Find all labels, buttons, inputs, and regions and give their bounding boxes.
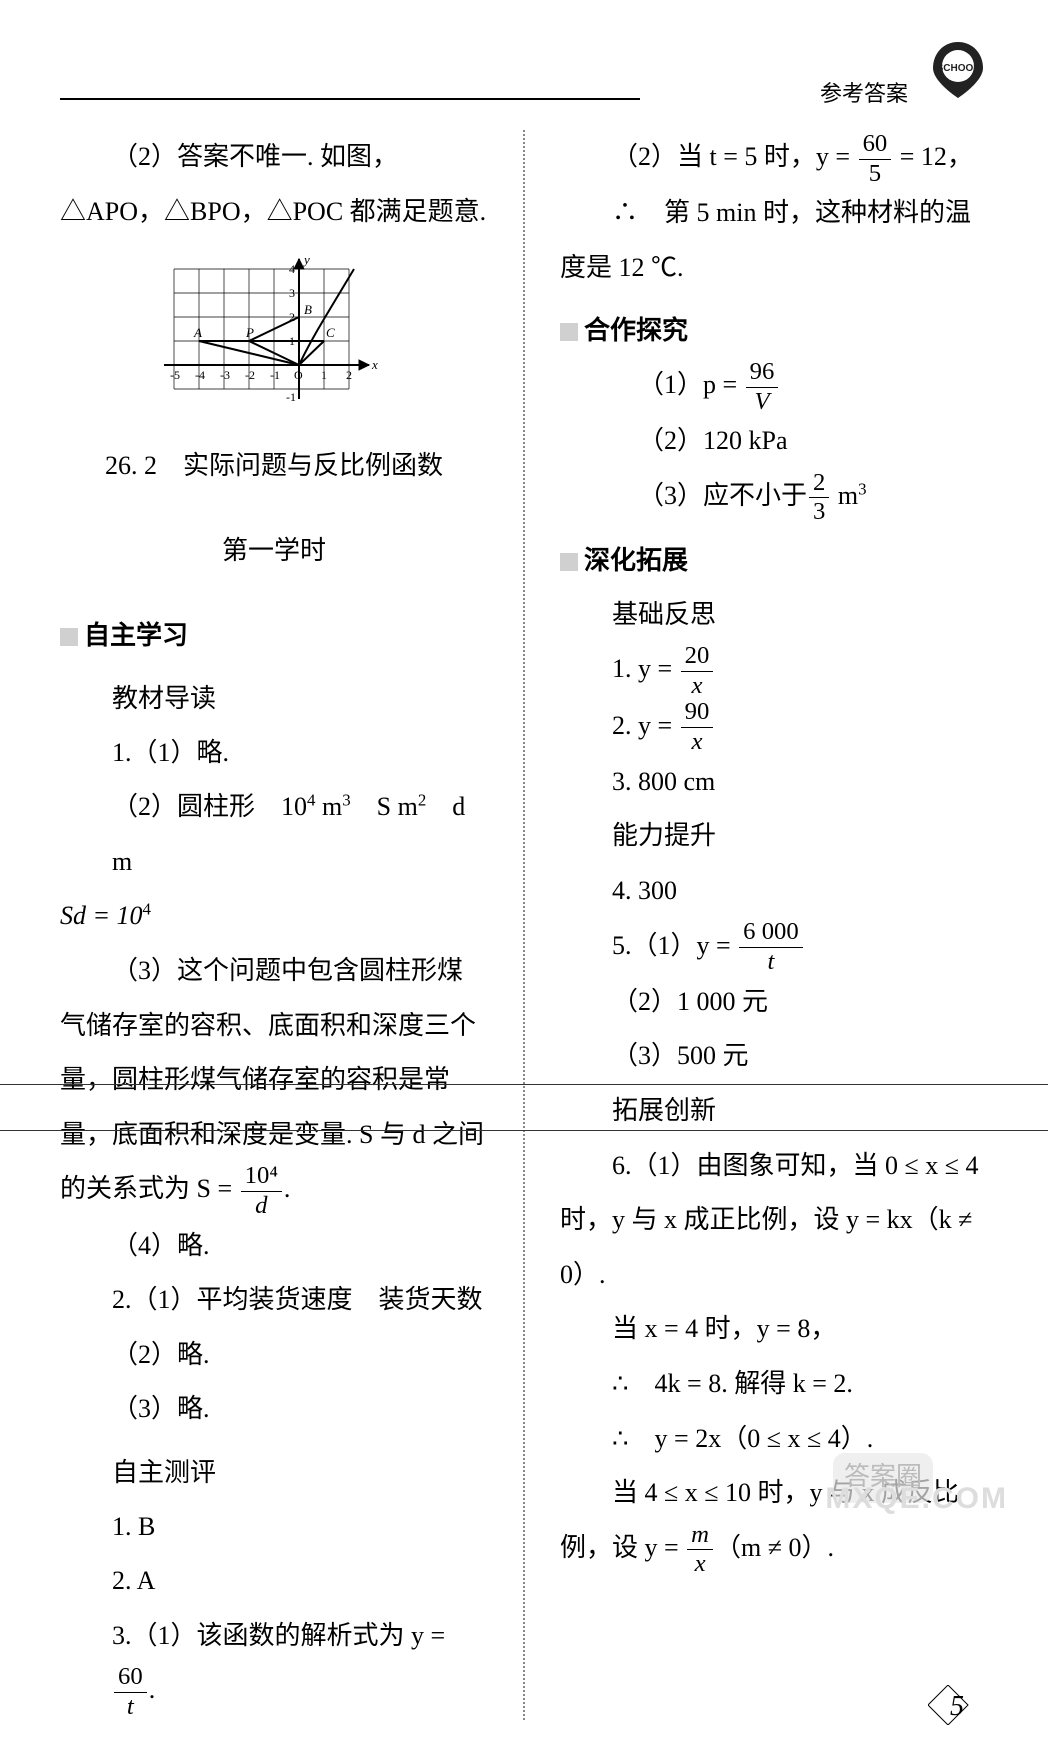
right-t1: 6.（1）由图象可知，当 0 ≤ x ≤ 4 时，y 与 x 成正比例，设 y … — [560, 1139, 988, 1303]
svg-text:-2: -2 — [245, 368, 255, 382]
heading-zizhucp: 自主测评 — [60, 1445, 488, 1500]
svg-text:x: x — [371, 357, 378, 372]
scan-line-2 — [0, 1130, 1048, 1131]
heading-hezuo: 合作探究 — [560, 303, 988, 358]
svg-text:4: 4 — [289, 262, 295, 276]
header-label: 参考答案 — [820, 76, 908, 108]
left-q3: 3.（1）该函数的解析式为 y = 60t. — [60, 1609, 488, 1720]
right-b2: 2. y = 90x — [560, 699, 988, 755]
right-b1: 1. y = 20x — [560, 642, 988, 698]
right-n6: （2）1 000 元 — [560, 975, 988, 1030]
lesson-1: 第一学时 — [60, 524, 488, 579]
left-column: （2）答案不唯一. 如图，△APO，△BPO，△POC 都满足题意. — [60, 130, 488, 1720]
right-t3: ∴ 4k = 8. 解得 k = 2. — [560, 1357, 988, 1412]
right-n7: （3）500 元 — [560, 1029, 988, 1084]
page-number: 5 — [950, 1691, 964, 1723]
left-2-3: （3）略. — [60, 1382, 488, 1437]
svg-text:-1: -1 — [270, 368, 280, 382]
right-t2: 当 x = 4 时，y = 8， — [560, 1302, 988, 1357]
square-marker-icon — [560, 323, 578, 341]
left-p1: （2）答案不唯一. 如图，△APO，△BPO，△POC 都满足题意. — [60, 130, 488, 239]
section-26-2: 26. 2 实际问题与反比例函数 — [60, 439, 488, 494]
heading-shenhua: 深化拓展 — [560, 533, 988, 588]
left-2-1: 2.（1）平均装货速度 装货天数 — [60, 1273, 488, 1328]
frac-60-t: 60t — [114, 1665, 147, 1719]
left-1-2: （2）圆柱形 104 m3 S m2 d m — [60, 780, 488, 889]
svg-text:1: 1 — [321, 368, 327, 382]
svg-text:SCHOOL: SCHOOL — [937, 63, 980, 74]
svg-text:y: y — [302, 252, 310, 267]
left-q1: 1. B — [60, 1500, 488, 1555]
right-r2: ∴ 第 5 min 时，这种材料的温度是 12 ℃. — [560, 186, 988, 295]
coordinate-graph: A P BC y x -5 -4 -3 -2 -1 O 1 2 -1 1 2 3 4 — [154, 249, 394, 419]
left-q2: 2. A — [60, 1554, 488, 1609]
header-rule — [60, 98, 640, 100]
column-divider — [523, 130, 525, 1720]
left-1-3b: 的关系式为 S = 10⁴d. — [60, 1162, 488, 1218]
right-n5: 5.（1）y = 6 000t — [560, 919, 988, 975]
left-2-2: （2）略. — [60, 1328, 488, 1383]
scan-line-1 — [0, 1084, 1048, 1085]
right-c3: （3）应不小于23 m3 — [560, 469, 988, 525]
heading-zizhu: 自主学习 — [60, 608, 488, 663]
frac-90-x: 90x — [681, 700, 714, 754]
svg-text:A: A — [193, 325, 202, 340]
square-marker-icon — [560, 553, 578, 571]
watermark-text: MXQE.COM — [825, 1482, 1008, 1516]
heading-jichu: 基础反思 — [560, 588, 988, 643]
svg-text:P: P — [245, 325, 254, 340]
frac-96-v: 96V — [746, 360, 779, 414]
left-1-4: （4）略. — [60, 1219, 488, 1274]
left-1-1: 1.（1）略. — [60, 726, 488, 781]
svg-text:-1: -1 — [286, 390, 296, 404]
right-c2: （2）120 kPa — [560, 414, 988, 469]
frac-10-4-d: 10⁴d — [241, 1164, 282, 1218]
square-marker-icon — [60, 628, 78, 646]
right-t5b: 例，设 y = mx（m ≠ 0）. — [560, 1521, 988, 1577]
heading-jiaocai: 教材导读 — [60, 671, 488, 726]
svg-text:-3: -3 — [220, 368, 230, 382]
right-c1: （1）p = 96V — [560, 358, 988, 414]
right-n4: 4. 300 — [560, 864, 988, 919]
left-sd: Sd = 104 — [60, 889, 488, 944]
frac-60-5: 605 — [859, 132, 892, 186]
heading-nengli: 能力提升 — [560, 809, 988, 864]
school-icon: SCHOOL — [928, 40, 988, 100]
svg-text:-4: -4 — [195, 368, 205, 382]
svg-text:2: 2 — [289, 310, 295, 324]
right-r1: （2）当 t = 5 时，y = 605 = 12， — [560, 130, 988, 186]
svg-text:2: 2 — [346, 368, 352, 382]
frac-6000-t: 6 000t — [739, 920, 803, 974]
svg-text:C: C — [326, 325, 335, 340]
svg-text:3: 3 — [289, 286, 295, 300]
page-header: 参考答案 SCHOOL — [60, 50, 988, 100]
svg-text:1: 1 — [289, 334, 295, 348]
frac-2-3: 23 — [809, 471, 829, 525]
svg-text:O: O — [294, 368, 303, 382]
page-number-wrap: 5 — [928, 1685, 978, 1730]
frac-m-x: mx — [687, 1523, 713, 1577]
svg-text:-5: -5 — [170, 368, 180, 382]
right-b3: 3. 800 cm — [560, 755, 988, 810]
svg-text:B: B — [304, 302, 312, 317]
frac-20-x: 20x — [681, 644, 714, 698]
